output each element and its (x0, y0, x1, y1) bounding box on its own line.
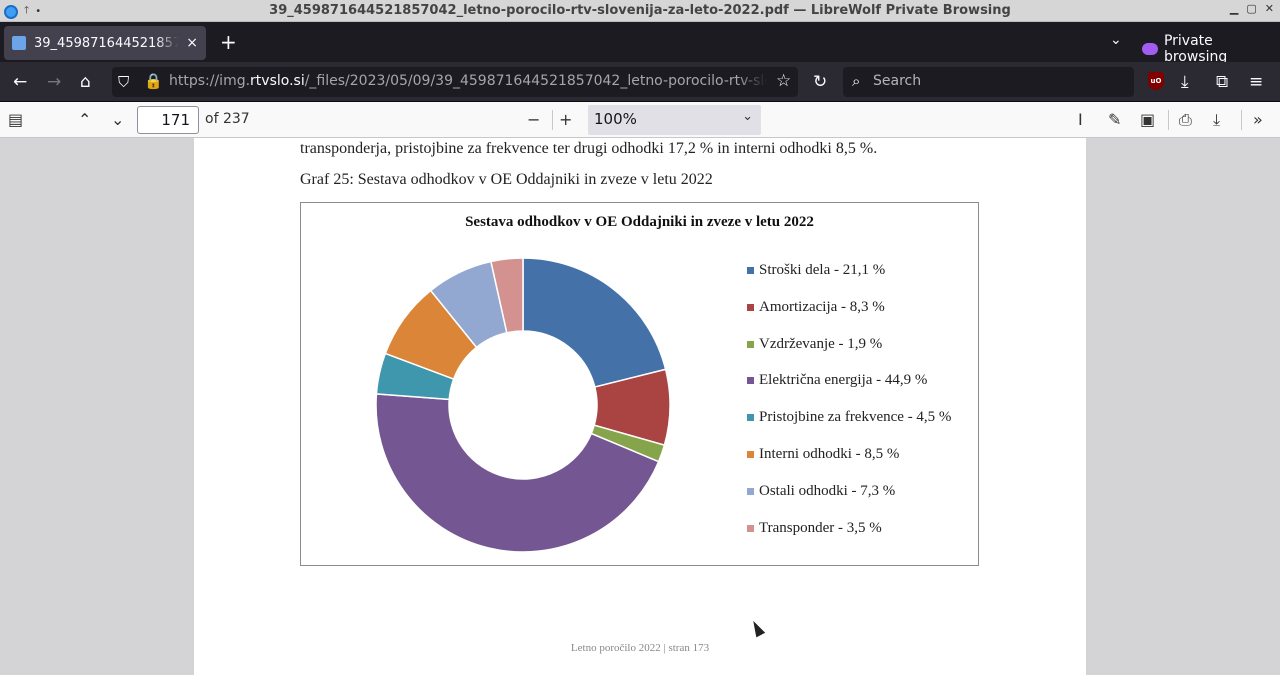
legend-item: Stroški dela - 21,1 % (747, 262, 885, 279)
legend-swatch (747, 414, 754, 422)
legend-item: Električna energija - 44,9 % (747, 372, 927, 389)
zoom-value: 100% (594, 110, 637, 128)
search-placeholder: Search (873, 73, 922, 89)
lock-icon[interactable]: 🔒 (144, 72, 163, 90)
url-prefix: https://img. (169, 73, 251, 89)
legend-label: Električna energija - 44,9 % (759, 372, 928, 389)
chevron-down-icon: ⌄ (742, 109, 753, 124)
ublock-origin-icon[interactable]: uO (1148, 72, 1164, 90)
chart-frame: Sestava odhodkov v OE Oddajniki in zveze… (300, 202, 979, 566)
window-titlebar: 🡑 • 39_459871644521857042_letno-porocilo… (0, 0, 1280, 22)
tab-strip: 39_459871644521857042_letno-porocilo × +… (0, 22, 1280, 65)
toolbar-separator (552, 110, 553, 130)
zoom-in-icon[interactable]: + (559, 110, 573, 129)
navigation-toolbar: ← → ⌂ ⛉ 🔒 https://img.rtvslo.si/_files/2… (0, 62, 1280, 102)
chart-title: Sestava odhodkov v OE Oddajniki in zveze… (465, 214, 814, 230)
legend-label: Amortizacija - 8,3 % (759, 298, 885, 315)
menu-dot-icon[interactable]: • (35, 6, 42, 17)
donut-slice-8 (490, 257, 524, 334)
bookmark-star-icon[interactable]: ☆ (776, 71, 792, 91)
legend-item: Ostali odhodki - 7,3 % (747, 483, 895, 500)
legend-item: Amortizacija - 8,3 % (747, 299, 885, 316)
tracking-shield-icon[interactable]: ⛉ (118, 73, 130, 91)
legend-item: Transponder - 3,5 % (747, 520, 882, 537)
tab-close-icon[interactable]: × (186, 35, 198, 51)
legend-swatch (747, 340, 754, 348)
donut-chart (375, 257, 671, 553)
legend-item: Interni odhodki - 8,5 % (747, 446, 899, 463)
pin-icon[interactable]: 🡑 (24, 5, 30, 16)
donut-slice-1 (522, 257, 667, 388)
legend-item: Vzdrževanje - 1,9 % (747, 336, 882, 353)
previous-page-icon[interactable]: ⌃ (78, 110, 92, 129)
print-icon[interactable]: ⎙ (1179, 110, 1192, 129)
legend-swatch (747, 487, 754, 495)
body-paragraph: transponderja, pristojbine za frekvence … (300, 140, 878, 157)
toolbar-separator (1168, 110, 1169, 130)
list-all-tabs-chevron-icon[interactable]: ⌄ (1110, 32, 1122, 48)
private-browsing-indicator: Private browsing (1142, 33, 1280, 65)
pdf-page: transponderja, pristojbine za frekvence … (194, 138, 1086, 675)
legend-swatch (747, 267, 754, 274)
url-host: rtvslo.si (250, 73, 305, 89)
next-page-icon[interactable]: ⌄ (111, 110, 125, 129)
zoom-select[interactable]: 100% ⌄ (588, 105, 761, 135)
legend-label: Pristojbine za frekvence - 4,5 % (759, 409, 952, 426)
forward-arrow-icon[interactable]: → (47, 72, 62, 92)
pdf-viewer[interactable]: transponderja, pristojbine za frekvence … (0, 138, 1280, 675)
private-mask-icon (1142, 43, 1158, 55)
add-image-icon[interactable]: ▣ (1140, 110, 1156, 129)
legend-label: Vzdrževanje - 1,9 % (759, 335, 883, 352)
tab-pdf[interactable]: 39_459871644521857042_letno-porocilo × (4, 26, 206, 60)
legend-swatch (747, 377, 754, 385)
legend-label: Interni odhodki - 8,5 % (759, 446, 900, 462)
new-tab-button[interactable]: + (220, 30, 237, 54)
legend-swatch (747, 451, 754, 458)
legend-label: Stroški dela - 21,1 % (759, 262, 886, 278)
app-menu-icon[interactable]: ≡ (1249, 72, 1264, 92)
tab-title: 39_459871644521857042_letno-porocilo (34, 35, 179, 51)
extensions-icon[interactable]: ⧉ (1216, 72, 1229, 92)
downloads-icon[interactable]: ⤓ (1181, 72, 1189, 92)
window-title: 39_459871644521857042_letno-porocilo-rtv… (269, 3, 1011, 18)
url-path: /_files/2023/05/09/39_459871644521857042… (304, 73, 767, 89)
pdf-favicon-icon (12, 36, 26, 50)
save-download-icon[interactable]: ⤓ (1213, 110, 1221, 129)
pdf-toolbar: ▤ ⌃ ⌄ of 237 − + 100% ⌄ I ✎ ▣ ⎙ ⤓ » (0, 102, 1280, 138)
url-bar[interactable]: ⛉ 🔒 https://img.rtvslo.si/_files/2023/05… (112, 67, 798, 97)
legend-label: Ostali odhodki - 7,3 % (759, 482, 896, 499)
page-footer: Letno poročilo 2022 | stran 173 (570, 642, 710, 654)
close-window-icon[interactable]: ✕ (1264, 2, 1274, 15)
search-box[interactable]: ⌕ Search (843, 67, 1134, 97)
toolbar-separator (1241, 110, 1242, 130)
legend-item: Pristojbine za frekvence - 4,5 % (747, 409, 951, 426)
zoom-out-icon[interactable]: − (527, 110, 541, 129)
reload-icon[interactable]: ↻ (813, 72, 828, 92)
back-arrow-icon[interactable]: ← (13, 72, 28, 92)
private-browsing-label: Private browsing (1163, 33, 1228, 65)
maximize-icon[interactable]: ▢ (1246, 2, 1257, 15)
text-select-icon[interactable]: I (1078, 110, 1083, 129)
legend-swatch (747, 524, 754, 532)
sidebar-toggle-icon[interactable]: ▤ (8, 110, 24, 129)
legend-label: Transponder - 3,5 % (759, 519, 882, 536)
search-icon: ⌕ (852, 72, 861, 90)
draw-pen-icon[interactable]: ✎ (1108, 110, 1122, 129)
home-icon[interactable]: ⌂ (80, 72, 91, 92)
page-number-input[interactable] (137, 106, 199, 134)
page-count-label: of 237 (205, 111, 250, 127)
url-text[interactable]: https://img.rtvslo.si/_files/2023/05/09/… (169, 73, 767, 89)
legend-swatch (747, 303, 754, 311)
figure-caption: Graf 25: Sestava odhodkov v OE Oddajniki… (300, 171, 713, 188)
librewolf-logo-icon (4, 4, 18, 19)
minimize-icon[interactable]: ▁ (1229, 2, 1239, 15)
more-tools-icon[interactable]: » (1253, 110, 1263, 129)
donut-slice-4 (375, 393, 660, 553)
